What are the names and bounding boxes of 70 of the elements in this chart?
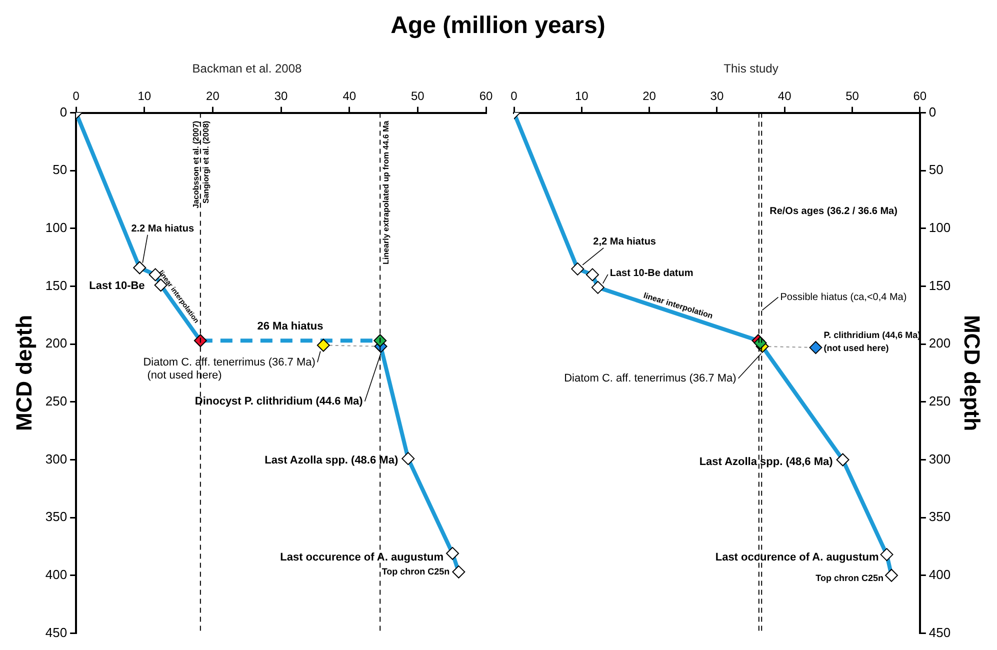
x-axis-title: Age (million years) (390, 11, 606, 41)
y-tick-label: 150 (45, 278, 68, 293)
annotation: Last 10-Be datum (610, 268, 694, 280)
y-tick-label: 450 (928, 624, 951, 640)
y-tick-label: 200 (45, 336, 68, 351)
y-tick-label: 50 (52, 162, 68, 178)
annotation: Diatom C. aff. tenerrimus (36.7 Ma) (564, 372, 736, 384)
y-tick-label: 300 (928, 451, 951, 466)
y-tick-label: 350 (928, 509, 951, 524)
y-tick-label: 0 (60, 104, 68, 120)
y-axis-title: MCD depth (11, 314, 36, 432)
point (571, 262, 584, 276)
annotation: Last Azolla spp. (48.6 Ma) (264, 454, 398, 467)
annotation: Top chron C25n (382, 566, 450, 576)
x-tick-label: 20 (642, 88, 656, 103)
y-tick-label: 100 (45, 220, 68, 236)
x-tick-label: 0 (72, 88, 80, 103)
y-tick-label: 350 (45, 509, 68, 524)
x-tick-label: 20 (206, 88, 220, 103)
x-tick-label: 10 (138, 88, 152, 103)
annotation: Possible hiatus (ca,<0,4 Ma) (780, 292, 907, 303)
point (809, 341, 822, 354)
annotation: Re/Os ages (36.2 / 36.6 Ma) (770, 206, 898, 217)
annotation: 2,2 Ma hiatus (593, 236, 656, 248)
chart-title: This study (724, 62, 778, 76)
y-tick-label: 250 (45, 393, 68, 408)
annotation: Dinocyst P. clithridium (44.6 Ma) (194, 395, 364, 408)
y-tick-label: 250 (928, 393, 951, 408)
point (194, 334, 207, 348)
x-tick-label: 60 (479, 88, 493, 103)
y-tick-label: 450 (45, 624, 68, 640)
y-tick-label: 0 (928, 104, 936, 120)
ref-line-label: Jacobsson et al. (2007) Sangiorgi et al. (2008) (192, 120, 211, 208)
point (586, 268, 599, 282)
point (374, 334, 387, 348)
point (836, 453, 850, 466)
x-tick-label: 10 (574, 88, 589, 103)
y-tick-label: 200 (928, 336, 951, 351)
x-tick-label: 50 (846, 88, 860, 103)
point (452, 565, 466, 578)
y-tick-label: 400 (928, 566, 951, 582)
x-tick-label: 60 (913, 88, 927, 103)
point (880, 548, 894, 562)
annotation: 26 Ma hiatus (257, 320, 324, 333)
y-tick-label: 150 (928, 278, 951, 293)
chart-title: Backman et al. 2008 (192, 62, 302, 76)
y-tick-label: 100 (928, 220, 951, 236)
point (402, 452, 415, 466)
x-tick-label: 40 (778, 88, 792, 103)
annotation: Diatom C. aff. tenerrimus (36.7 Ma) (not used here) (143, 356, 316, 382)
annotation: Last 10-Be (89, 280, 145, 292)
point (316, 338, 330, 352)
ref-line-label: Linearly extrapolated up from 44.6 Ma (381, 120, 390, 264)
point (133, 261, 146, 274)
point (446, 546, 460, 560)
x-tick-label: 30 (274, 88, 288, 103)
point (884, 568, 898, 582)
y-axis-title: MCD depth (960, 314, 985, 432)
annotation: Last Azolla spp. (48,6 Ma) (699, 456, 834, 468)
annotation: Top chron C25n (816, 572, 884, 583)
x-tick-label: 30 (710, 88, 724, 103)
y-tick-label: 50 (928, 162, 944, 178)
x-tick-label: 40 (342, 88, 356, 103)
annotation: 2.2 Ma hiatus (131, 224, 194, 235)
annotation: Last occurence of A. augustum (715, 552, 879, 564)
x-tick-label: 50 (411, 88, 425, 103)
y-tick-label: 400 (45, 566, 68, 582)
y-tick-label: 300 (45, 451, 68, 466)
x-tick-label: 0 (510, 88, 518, 103)
point (591, 280, 604, 294)
